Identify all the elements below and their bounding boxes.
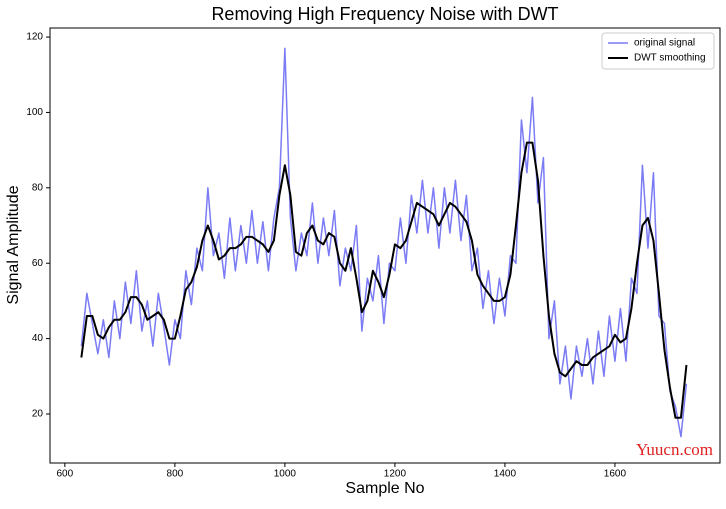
y-axis-label: Signal Amplitude — [5, 185, 22, 304]
x-tick-label: 1600 — [604, 469, 627, 480]
y-tick-label: 80 — [32, 182, 44, 193]
series-line — [80, 141, 688, 419]
y-tick-label: 40 — [32, 333, 44, 344]
y-tick-label: 20 — [32, 409, 44, 420]
legend-label: DWT smoothing — [634, 53, 706, 64]
series-line — [80, 47, 688, 438]
legend-label: original signal — [634, 38, 695, 49]
x-tick-label: 600 — [57, 469, 74, 480]
y-tick-label: 60 — [32, 258, 44, 269]
chart-title: Removing High Frequency Noise with DWT — [211, 4, 558, 24]
x-tick-label: 1400 — [494, 469, 517, 480]
x-axis-label: Sample No — [345, 480, 424, 497]
x-tick-label: 800 — [167, 469, 184, 480]
x-tick-label: 1200 — [384, 469, 407, 480]
watermark: Yuucn.com — [636, 440, 713, 459]
y-tick-label: 120 — [26, 32, 43, 43]
legend-box — [601, 32, 715, 70]
x-tick-label: 1000 — [274, 469, 297, 480]
plot-frame — [49, 27, 721, 464]
y-tick-label: 100 — [26, 107, 43, 118]
